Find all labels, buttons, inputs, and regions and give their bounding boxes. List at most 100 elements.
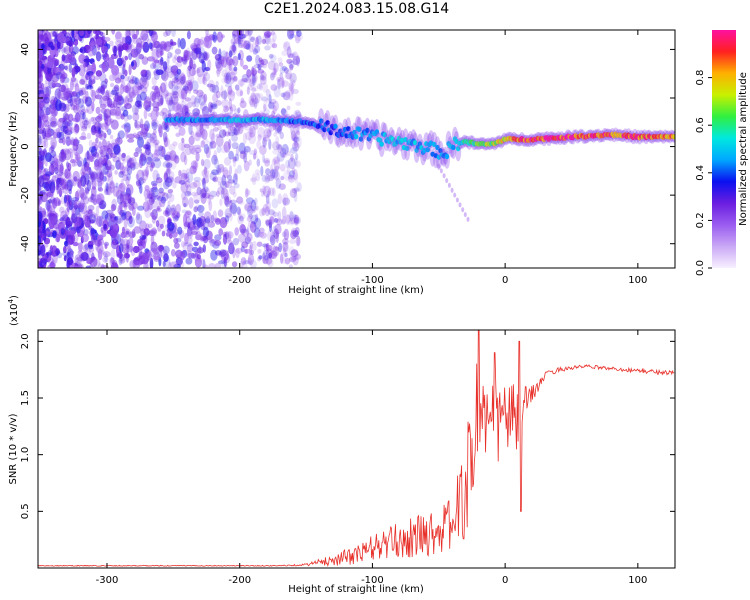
spectrogram-noise-cell <box>246 55 253 62</box>
spectrogram-noise-cell <box>289 214 294 222</box>
spectrogram-ridge-cell <box>425 147 431 153</box>
spectrogram-noise-cell <box>145 156 153 165</box>
spectrogram-noise-cell <box>104 188 109 195</box>
spectrogram-noise-cell <box>115 189 123 200</box>
spectrogram-noise-cell <box>268 101 275 110</box>
spectrogram-noise-cell <box>233 183 240 189</box>
spectrogram-noise-cell <box>125 251 129 263</box>
spectrogram-noise-cell <box>119 84 125 94</box>
spectrogram-noise-cell <box>153 139 160 146</box>
spectrogram-noise-cell <box>176 212 181 219</box>
spectrogram-noise-cell <box>81 123 88 130</box>
spectrogram-noise-cell <box>183 49 189 59</box>
spectrogram-noise-cell <box>268 214 277 223</box>
spectrogram-noise-cell <box>230 40 238 52</box>
spectrogram-noise-cell <box>121 153 126 162</box>
spectrogram-ridge-cell <box>413 140 418 146</box>
spectrogram-noise-cell <box>294 216 301 225</box>
spectrogram-noise-cell <box>66 126 73 133</box>
spectrogram-noise-cell <box>153 87 161 99</box>
spectrogram-noise-cell <box>165 30 172 37</box>
spectrogram-noise-cell <box>140 127 148 138</box>
spectrogram-noise-cell <box>65 194 70 201</box>
spectrogram-noise-cell <box>277 57 283 64</box>
spectrogram-noise-cell <box>221 99 230 108</box>
spectrogram-noise-cell <box>124 203 128 209</box>
spectrogram-noise-cell <box>224 215 230 223</box>
spectrogram-noise-cell <box>148 30 154 37</box>
spectrogram-noise-cell <box>99 171 104 181</box>
spectrogram-noise-cell <box>66 257 74 266</box>
snr-frame <box>37 329 676 569</box>
spectrogram-noise-cell <box>223 105 229 113</box>
spectrogram-noise-cell <box>134 120 142 130</box>
spectrogram-noise-cell <box>38 167 42 177</box>
spectrogram-y-tick-label: -40 <box>20 236 31 252</box>
spectrogram-noise-cell <box>121 166 129 177</box>
spectrogram-noise-cell <box>160 95 164 106</box>
spectrogram-noise-cell <box>152 101 160 109</box>
spectrogram-noise-cell <box>274 165 280 170</box>
spectrogram-noise-cell <box>215 69 222 75</box>
spectrogram-noise-cell <box>248 125 256 138</box>
spectrogram-noise-cell <box>252 48 258 55</box>
spectrogram-noise-cell <box>244 145 251 153</box>
spectrogram-noise-cell <box>275 231 279 243</box>
spectrogram-noise-cell <box>50 137 57 150</box>
spectrogram-noise-cell <box>132 33 138 40</box>
spectrogram-noise-cell <box>172 101 180 112</box>
spectrogram-noise-cell <box>273 228 280 239</box>
spectrogram-noise-cell <box>198 52 205 64</box>
spectrogram-noise-cell <box>169 150 177 162</box>
spectrogram-noise-cell <box>240 43 244 48</box>
spectrogram-noise-cell <box>98 216 102 227</box>
spectrogram-noise-cell <box>207 59 212 72</box>
spectrogram-noise-cell <box>247 257 252 265</box>
spectrogram-ridge-cell <box>354 134 359 140</box>
spectrogram-noise-cell <box>87 64 93 71</box>
spectrogram-noise-cell <box>209 140 215 145</box>
spectrogram-noise-cell <box>52 129 60 139</box>
spectrogram-noise-cell <box>90 193 94 201</box>
spectrogram-noise-cell <box>243 151 248 163</box>
spectrogram-noise-cell <box>225 72 232 85</box>
spectrogram-noise-cell <box>249 203 253 209</box>
spectrogram-noise-cell <box>223 256 227 268</box>
spectrogram-noise-cell <box>149 164 154 172</box>
spectrogram-noise-cell <box>111 260 118 267</box>
spectrogram-noise-cell <box>157 94 164 107</box>
spectrogram-noise-cell <box>174 214 180 221</box>
spectrogram-noise-cell <box>216 164 221 174</box>
spectrogram-noise-cell <box>283 228 290 241</box>
spectrogram-noise-cell <box>235 247 243 254</box>
spectrogram-noise-cell <box>189 145 196 155</box>
spectrogram-noise-cell <box>213 150 218 162</box>
spectrogram-noise-cell <box>183 213 187 226</box>
spectrogram-noise-cell <box>169 158 177 170</box>
spectrogram-noise-cell <box>151 30 157 35</box>
spectrogram-noise-cell <box>127 160 135 169</box>
spectrogram-noise-cell <box>159 153 163 160</box>
spectrogram-noise-cell <box>293 110 298 122</box>
spectrogram-noise-cell <box>49 181 56 194</box>
spectrogram-noise-cell <box>121 212 127 221</box>
spectrogram-noise-cell <box>239 216 244 222</box>
spectrogram-noise-cell <box>244 248 248 254</box>
spectrogram-noise-cell <box>253 101 258 109</box>
spectrogram-tail-cell <box>447 182 451 188</box>
spectrogram-noise-cell <box>263 157 271 164</box>
spectrogram-noise-cell <box>287 30 294 40</box>
spectrogram-noise-cell <box>128 215 133 225</box>
spectrogram-noise-cell <box>43 181 51 192</box>
spectrogram-noise-cell <box>223 89 227 102</box>
spectrogram-noise-cell <box>172 90 179 99</box>
spectrogram-noise-cell <box>232 246 236 259</box>
spectrogram-noise-cell <box>255 54 261 66</box>
spectrogram-noise-cell <box>121 124 128 129</box>
spectrogram-noise-cell <box>76 156 84 168</box>
spectrogram-noise-cell <box>260 190 265 197</box>
spectrogram-noise-cell <box>211 84 220 94</box>
spectrogram-y-tick-label: -20 <box>20 187 31 203</box>
spectrogram-noise-cell <box>52 230 57 239</box>
spectrogram-noise-cell <box>118 152 122 163</box>
